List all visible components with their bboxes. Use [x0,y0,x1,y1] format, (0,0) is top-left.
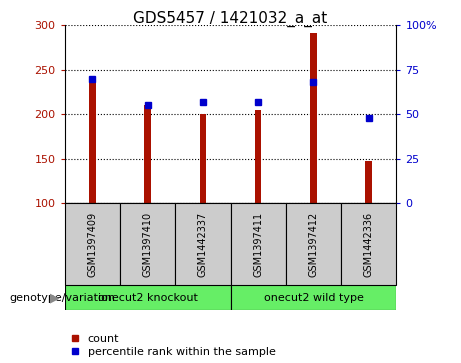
Bar [230,203,286,285]
Bar [144,105,151,203]
Text: GSM1397411: GSM1397411 [253,212,263,277]
Bar [310,33,317,203]
Text: GSM1397410: GSM1397410 [142,212,153,277]
Bar [366,160,372,203]
Text: ▶: ▶ [50,291,60,304]
Text: onecut2 wild type: onecut2 wild type [264,293,363,303]
Text: GSM1442337: GSM1442337 [198,212,208,277]
Text: onecut2 knockout: onecut2 knockout [98,293,197,303]
Bar [120,203,175,285]
Text: GSM1397409: GSM1397409 [87,212,97,277]
Bar [65,285,230,310]
Bar [341,203,396,285]
Bar [255,110,261,203]
Bar [230,285,396,310]
Legend: count, percentile rank within the sample: count, percentile rank within the sample [70,334,276,358]
Text: GDS5457 / 1421032_a_at: GDS5457 / 1421032_a_at [133,11,328,27]
Bar [200,114,206,203]
Text: genotype/variation: genotype/variation [9,293,115,303]
Bar [175,203,230,285]
Bar [65,203,120,285]
Text: GSM1442336: GSM1442336 [364,212,374,277]
Bar [286,203,341,285]
Text: GSM1397412: GSM1397412 [308,212,319,277]
Bar [89,81,95,203]
